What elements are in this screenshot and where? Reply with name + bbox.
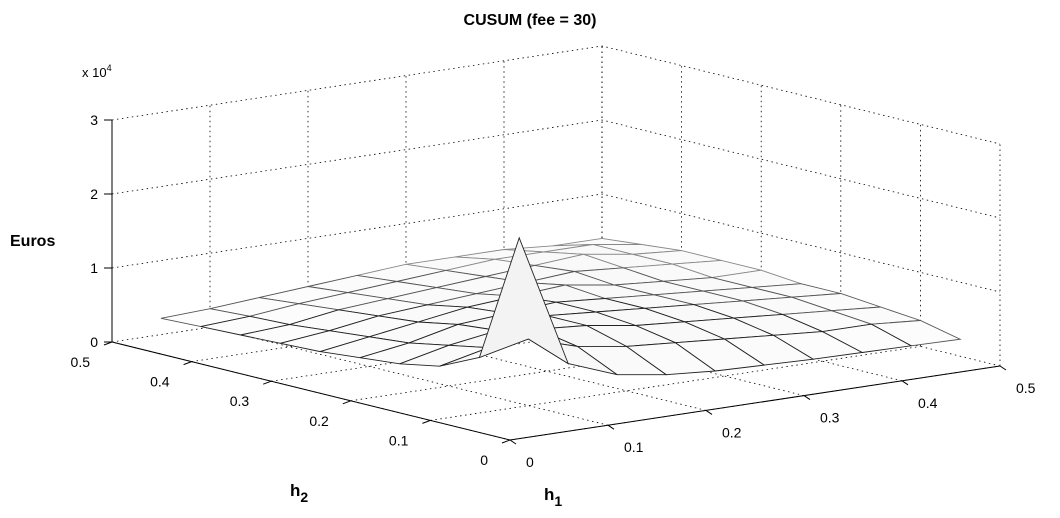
h1-tick-mark <box>803 395 811 401</box>
h2-tick-label: 0.5 <box>71 354 91 370</box>
h1-axis-label-sub: 1 <box>554 493 562 509</box>
axis-grid <box>111 45 1001 441</box>
z-scale-factor: x 104 <box>82 63 112 80</box>
h1-tick-mark <box>607 424 615 430</box>
h2-tick-label: 0.1 <box>389 432 409 448</box>
h1-axis-label: h1 <box>544 485 562 509</box>
z-tick-label: 2 <box>90 186 98 202</box>
h1-tick-mark <box>509 439 517 445</box>
z-tick-label: 0 <box>90 334 98 350</box>
h1-tick-label: 0 <box>526 454 534 470</box>
surface-cell <box>478 236 570 365</box>
h2-axis-line <box>111 341 511 441</box>
h1-tick-label: 0.2 <box>722 424 742 440</box>
h1-axis-label-main: h <box>544 485 554 504</box>
h1-tick-mark <box>901 380 909 386</box>
z-axis-label: Euros <box>10 233 55 250</box>
h2-tick-mark <box>342 400 351 405</box>
z-tick-label: 3 <box>90 112 98 128</box>
h2-tick-label: 0 <box>480 452 488 468</box>
surface-mesh <box>160 236 962 376</box>
h1-tick-label: 0.4 <box>918 395 938 411</box>
chart-title: CUSUM (fee = 30) <box>463 12 597 29</box>
h2-axis-label: h2 <box>290 481 308 505</box>
grid-line <box>111 193 1001 293</box>
h1-tick-mark <box>999 365 1007 371</box>
h1-tick-label: 0.1 <box>624 439 644 455</box>
h2-tick-label: 0.4 <box>150 374 170 390</box>
tick-labels: 0 1 2 3 0 0.1 0.2 0.3 0.4 0.5 0 0.1 0.2 0.3 0.4 0.5 <box>71 112 1036 470</box>
grid-line <box>111 119 1001 219</box>
h1-axis-line <box>509 365 1001 441</box>
h2-tick-mark <box>501 439 511 444</box>
h2-axis-label-main: h <box>290 481 300 500</box>
h2-tick-mark <box>103 341 113 346</box>
h2-tick-mark <box>422 419 431 424</box>
h2-tick-mark <box>183 361 192 366</box>
z-scale-exponent: 4 <box>107 63 112 73</box>
h2-tick-mark <box>263 380 272 385</box>
h2-tick-label: 0.2 <box>309 413 329 429</box>
h1-tick-mark <box>705 409 713 415</box>
grid-line <box>111 45 1001 145</box>
z-tick-label: 1 <box>90 260 98 276</box>
axis-lines <box>111 120 1001 441</box>
h2-tick-label: 0.3 <box>230 393 250 409</box>
z-scale-base: x 10 <box>82 65 107 80</box>
h1-tick-label: 0.5 <box>1016 380 1036 396</box>
h2-axis-label-sub: 2 <box>300 489 308 505</box>
h1-tick-label: 0.3 <box>820 410 840 426</box>
